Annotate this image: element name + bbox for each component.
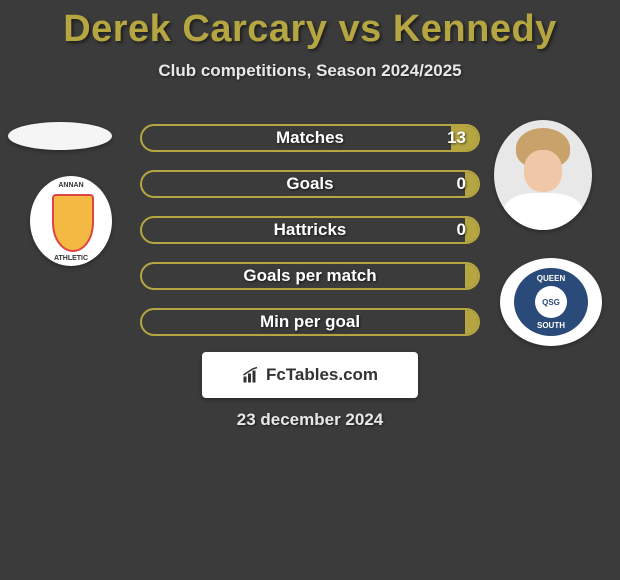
stat-label: Matches	[142, 126, 478, 150]
stat-row: Goals per match	[140, 262, 480, 290]
stat-row: Goals0	[140, 170, 480, 198]
page-title: Derek Carcary vs Kennedy	[0, 0, 620, 51]
stat-value-right: 0	[457, 172, 466, 196]
player-right-photo	[494, 120, 592, 230]
club-left-name-bottom: ATHLETIC	[30, 255, 112, 262]
club-right-name-top: QUEEN	[516, 274, 586, 283]
club-right-name-bottom: SOUTH	[516, 321, 586, 330]
club-left-badge: ANNAN ATHLETIC	[30, 176, 112, 266]
footer-label: FcTables.com	[266, 365, 378, 385]
stat-label: Goals	[142, 172, 478, 196]
stats-container: Matches13Goals0Hattricks0Goals per match…	[140, 124, 480, 354]
stat-value-right: 0	[457, 218, 466, 242]
subtitle: Club competitions, Season 2024/2025	[0, 61, 620, 81]
date-label: 23 december 2024	[0, 410, 620, 430]
stat-label: Min per goal	[142, 310, 478, 334]
player-left-photo	[8, 122, 112, 150]
footer-attribution[interactable]: FcTables.com	[202, 352, 418, 398]
club-left-name-top: ANNAN	[30, 182, 112, 189]
stat-row: Matches13	[140, 124, 480, 152]
stat-label: Hattricks	[142, 218, 478, 242]
stat-value-right: 13	[447, 126, 466, 150]
stat-row: Min per goal	[140, 308, 480, 336]
chart-icon	[242, 366, 260, 384]
club-right-monogram: QSG	[535, 286, 567, 318]
stat-row: Hattricks0	[140, 216, 480, 244]
stat-label: Goals per match	[142, 264, 478, 288]
club-right-badge: QUEEN QSG SOUTH	[500, 258, 602, 346]
